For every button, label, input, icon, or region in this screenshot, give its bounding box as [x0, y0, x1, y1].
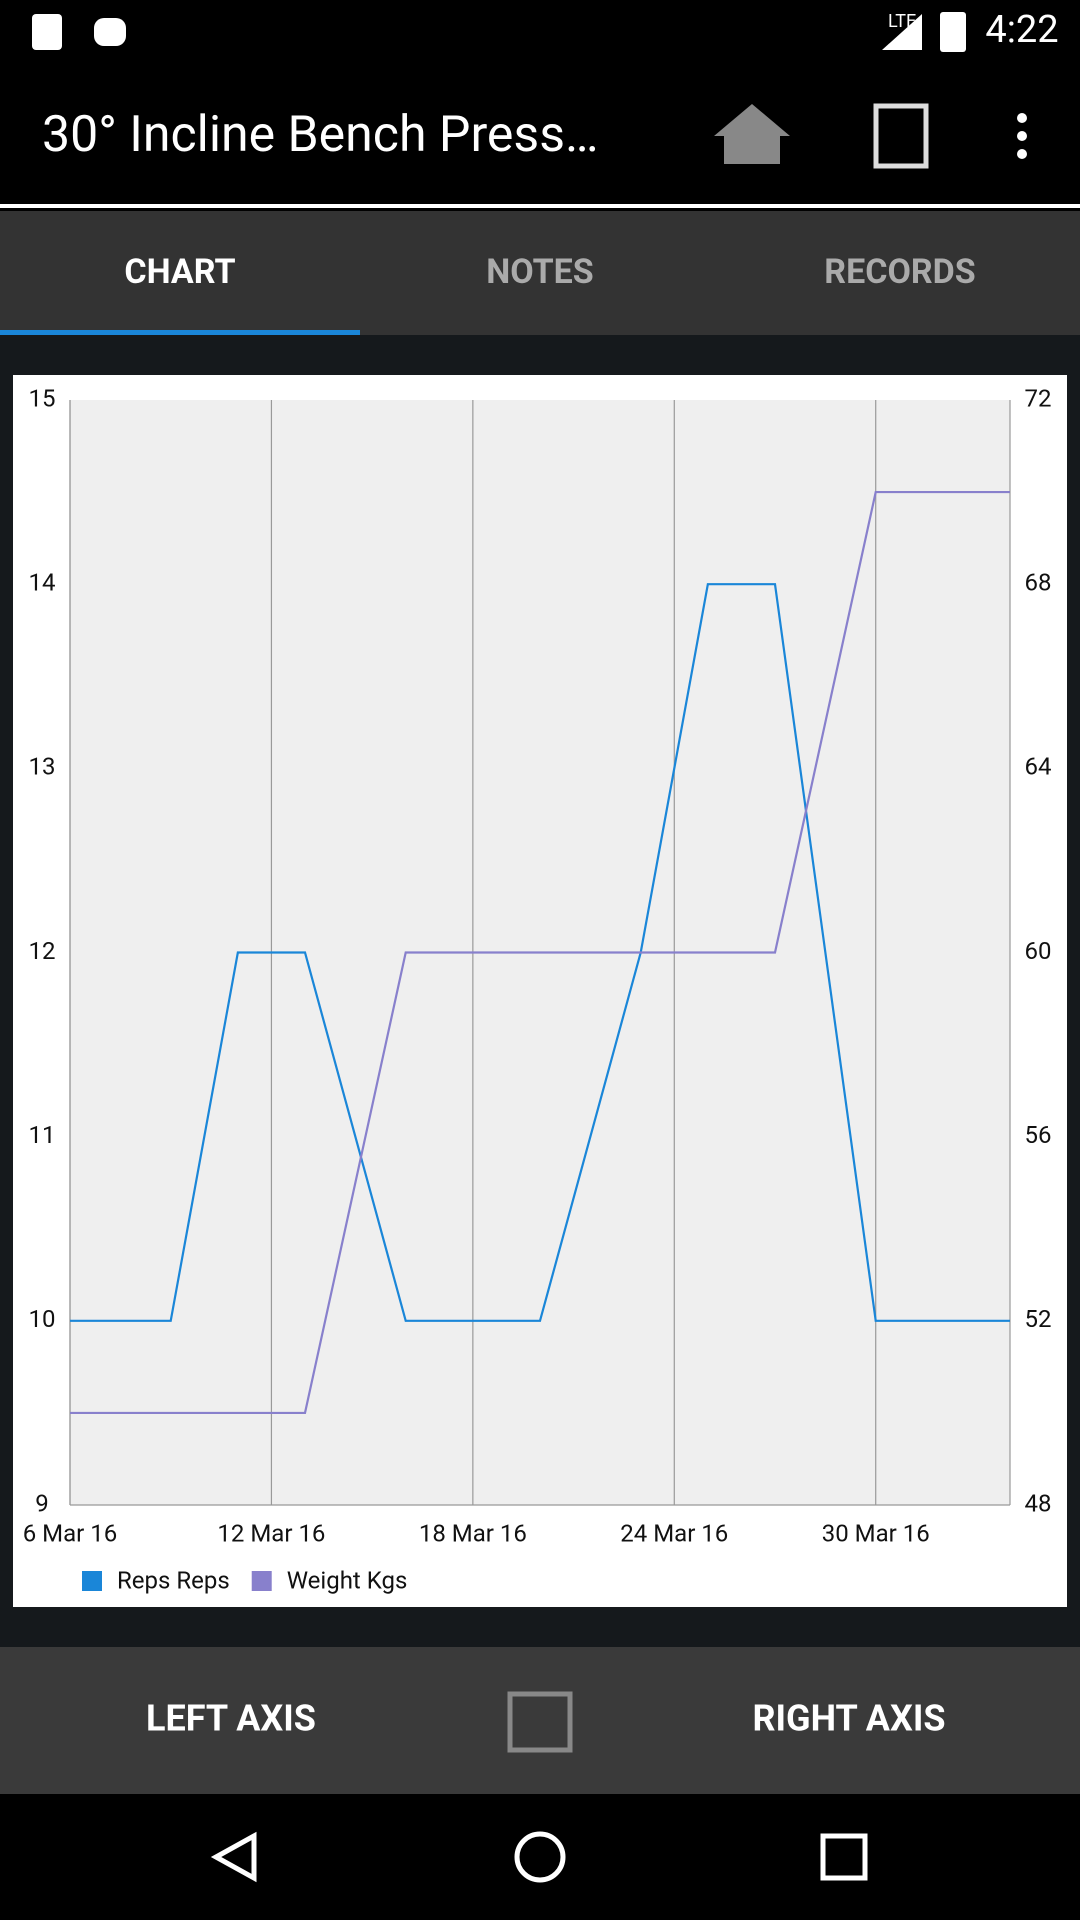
y-tick-label: 12 [29, 937, 56, 965]
y-tick-label: 13 [29, 753, 56, 781]
y2-tick-label: 60 [1025, 937, 1052, 965]
y2-tick-label: 52 [1025, 1305, 1052, 1333]
right-axis-button[interactable]: RIGHT AXIS [752, 1698, 945, 1740]
y2-tick-label: 64 [1025, 753, 1052, 781]
calendar-icon[interactable] [507, 1691, 573, 1753]
legend-label: Weight Kgs [287, 1566, 408, 1594]
y-tick-label: 10 [29, 1305, 56, 1333]
tab[interactable]: CHART [124, 252, 235, 292]
y2-tick-label: 68 [1025, 569, 1052, 597]
divider [0, 204, 1080, 208]
y-tick-label: 9 [35, 1489, 49, 1517]
bottom-bar [0, 1647, 1080, 1794]
home-icon-base [724, 136, 780, 164]
tab-indicator [0, 330, 360, 335]
overflow-menu-dot [1017, 149, 1027, 159]
android-icon [94, 18, 126, 46]
status-bar [0, 0, 1080, 64]
recents-button[interactable] [820, 1833, 868, 1881]
legend-label: Reps Reps [117, 1566, 230, 1594]
series-line [70, 583, 1010, 1322]
back-button[interactable] [210, 1831, 257, 1883]
y-tick-label: 14 [29, 569, 56, 597]
x-tick-label: 24 Mar 16 [620, 1519, 728, 1547]
home-button[interactable] [514, 1831, 566, 1883]
clipboard-icon[interactable] [873, 103, 929, 169]
y-tick-label: 11 [29, 1121, 56, 1149]
tab[interactable]: NOTES [486, 252, 593, 292]
legend-swatch [251, 1571, 272, 1591]
x-tick-label: 30 Mar 16 [822, 1519, 930, 1547]
app-title: 30° Incline Bench Press… [42, 106, 599, 164]
x-tick-label: 18 Mar 16 [419, 1519, 527, 1547]
sd-icon [32, 14, 62, 50]
x-tick-label: 12 Mar 16 [217, 1519, 325, 1547]
x-tick-label: 6 Mar 16 [23, 1519, 118, 1547]
legend-swatch [82, 1571, 102, 1591]
chart: 6 Mar 16 12 Mar 16 18 Mar 16 24 Mar 16 30 Ma… [23, 384, 1052, 1594]
y-tick-label: 15 [29, 384, 56, 412]
y2-tick-label: 56 [1025, 1121, 1052, 1149]
y2-tick-label: 48 [1025, 1489, 1052, 1517]
overflow-menu[interactable] [1017, 113, 1027, 123]
battery-icon [940, 12, 966, 52]
left-axis-button[interactable]: LEFT AXIS [146, 1698, 316, 1740]
signal-icon [882, 14, 922, 50]
series-line [70, 490, 1010, 1415]
home-icon[interactable] [714, 104, 790, 136]
clock: 4:22 [985, 8, 1058, 52]
tab[interactable]: RECORDS [824, 252, 975, 292]
tab-bar [0, 211, 1080, 335]
overflow-menu-dot [1017, 131, 1027, 141]
y2-tick-label: 72 [1025, 384, 1052, 412]
